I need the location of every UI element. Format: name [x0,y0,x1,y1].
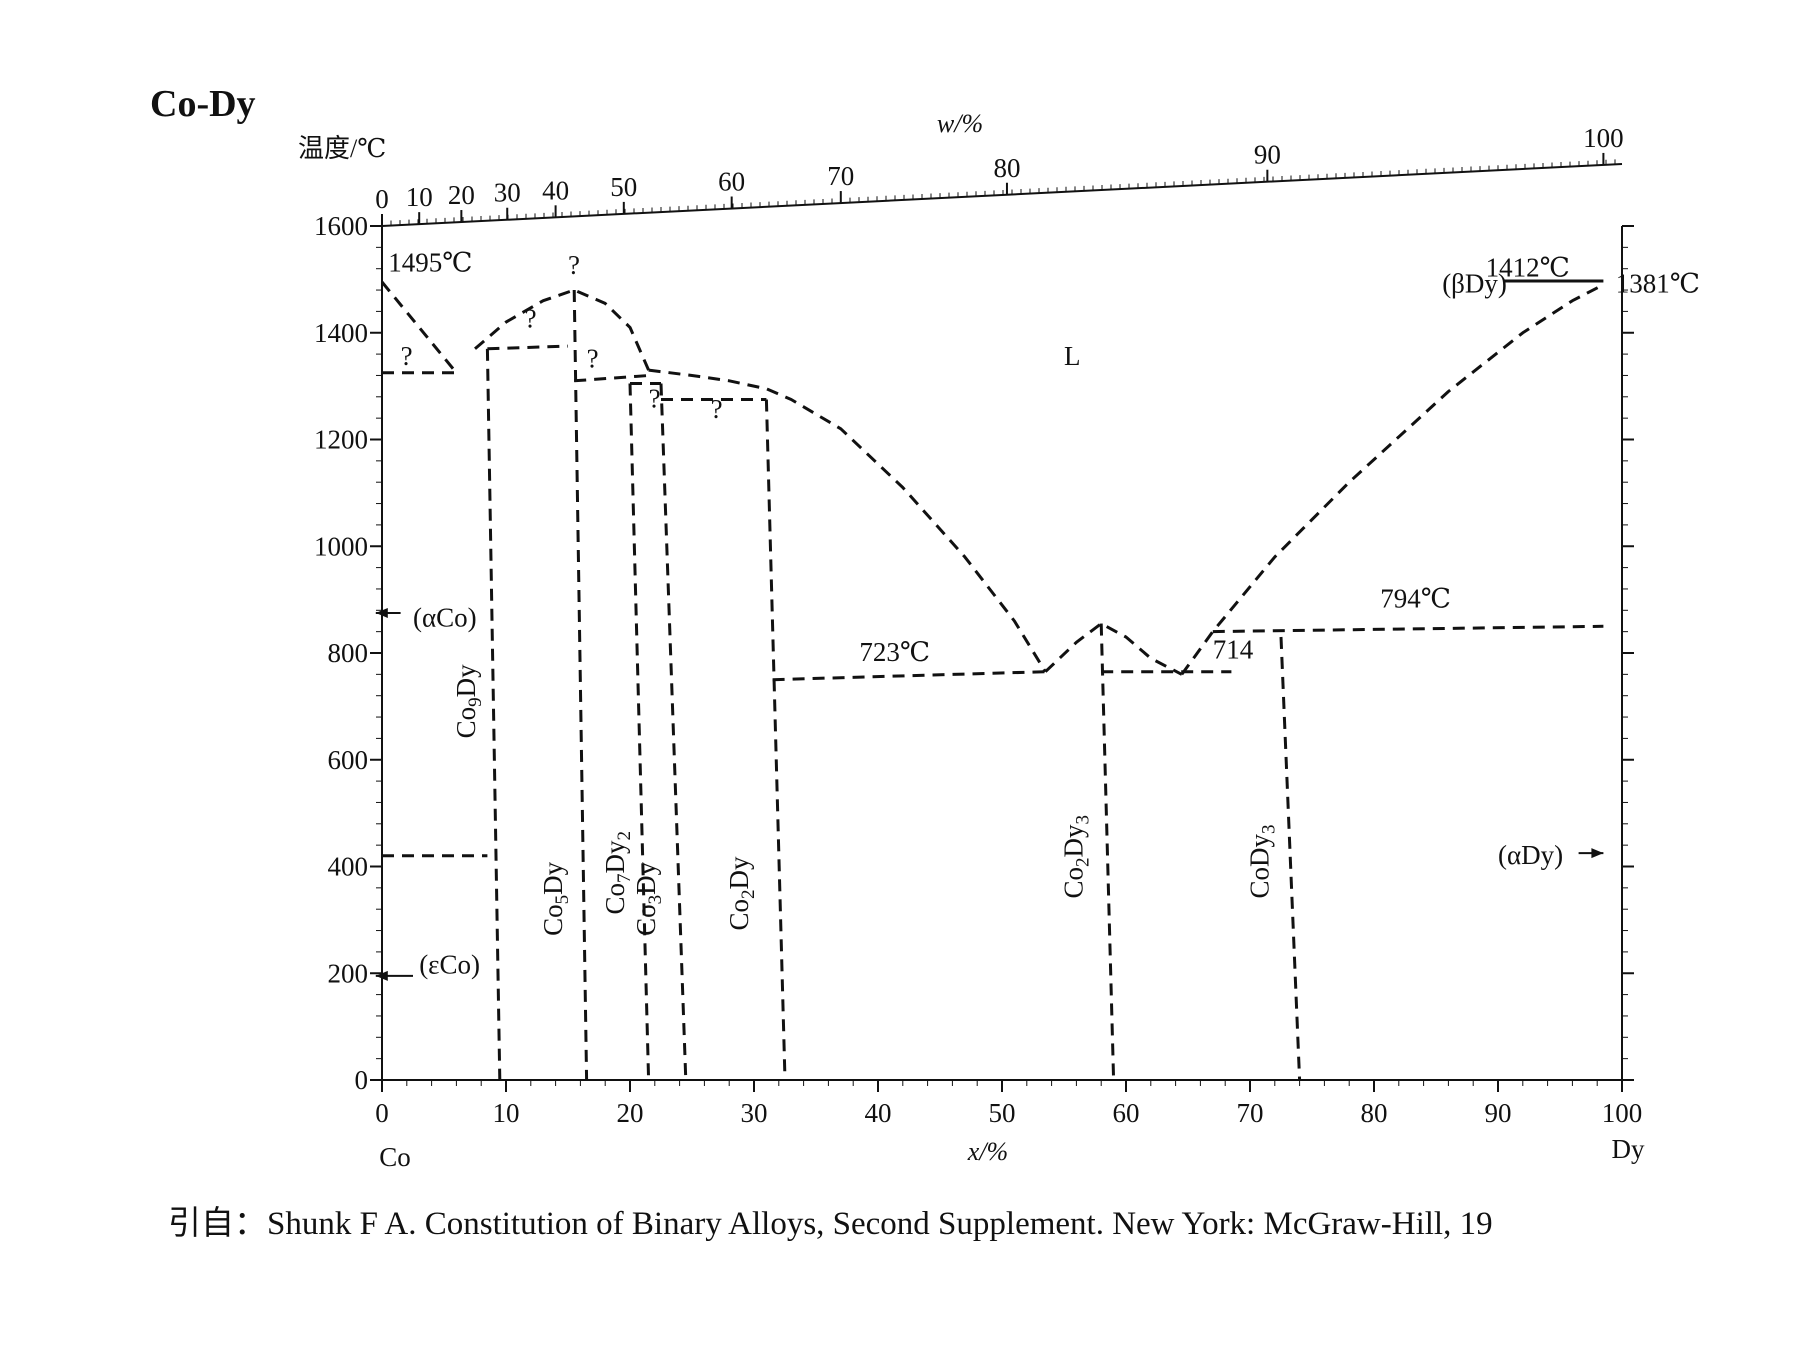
chart-labels: 1495℃ 1412℃(βDy) 1381℃ L????? ? (αCo) (εCo) 723… [375,247,1700,981]
x-tick-label: 70 [1237,1098,1264,1128]
phase-boundary-5 [1180,283,1605,676]
y-tick-label: 600 [328,745,369,775]
phase-boundaries [380,279,1605,1081]
x-tick-label: 100 [1602,1098,1643,1128]
axis-ticks: 0 10 20 30 40 50 60 70 80 90 100020040060080010001… [314,123,1642,1128]
compound-label: Co5Dy [538,861,573,936]
top-tick-label: 10 [406,182,433,212]
phase-boundary-19 [659,383,688,1081]
phase-boundary-18 [628,383,651,1081]
x-tick-label: 80 [1361,1098,1388,1128]
top-tick-label: 80 [993,153,1020,183]
top-tick-label: 20 [448,180,475,210]
phase-boundary-2 [474,288,650,371]
annotation-label: (αDy) [1498,840,1563,870]
y-axis-title: 温度/℃ [298,134,386,163]
compound-label: Co7Dy2 [600,831,635,915]
phase-boundary-17 [572,289,589,1081]
arrow-head [1591,848,1604,859]
top-tick-label: 90 [1254,140,1281,170]
annotation-label: ? [711,394,723,424]
y-tick-label: 1200 [314,425,368,455]
y-tick-label: 1000 [314,531,368,561]
annotation-label: ? [587,343,599,373]
phase-boundary-21 [1099,623,1116,1081]
x-tick-label: 60 [1113,1098,1140,1128]
top-axis-line [381,163,1623,227]
x-tick-label: 20 [617,1098,644,1128]
x-tick-label: 0 [375,1098,389,1128]
annotation-label: ? [649,383,661,413]
compound-label: Co2Dy [724,856,759,931]
y-tick-label: 800 [328,638,369,668]
x-tick-label: 10 [493,1098,520,1128]
phase-boundary-8 [487,344,569,351]
annotation-label: 1495℃ [388,247,472,277]
top-axis-title: w/% [937,109,983,138]
top-tick-label: 70 [827,161,854,191]
x-tick-label: 30 [741,1098,768,1128]
chart-title: Co-Dy [150,83,256,125]
x-left-end-label: Co [379,1142,411,1172]
top-tick-label: 40 [542,175,569,205]
annotation-label: ? [568,250,580,280]
y-tick-label: 1600 [314,211,368,241]
arrow-head [375,607,388,618]
annotation-label: (βDy) [1442,269,1507,299]
y-tick-label: 200 [328,958,369,988]
y-tick-label: 1400 [314,318,368,348]
annotation-label: (εCo) [419,949,480,979]
phase-boundary-3 [648,368,1047,673]
top-tick-label: 100 [1583,123,1624,153]
x-tick-label: 50 [989,1098,1016,1128]
plot-frame [381,163,1623,1081]
phase-boundary-14 [1212,624,1604,634]
compound-label: Co2Dy3 [1059,815,1094,899]
annotation-label: 1412℃ [1486,253,1570,283]
x-tick-label: 90 [1485,1098,1512,1128]
phase-boundary-16 [485,348,502,1081]
annotation-label: (αCo) [413,602,477,632]
top-tick-label: 30 [494,178,521,208]
compound-label: CoDy3 [1245,825,1280,899]
x-tick-label: 40 [865,1098,892,1128]
x-axis-title: x/% [967,1137,1008,1166]
annotation-label: 794℃ [1380,584,1451,614]
compound-label: Co9Dy [451,664,486,739]
phase-boundary-9 [574,374,649,383]
top-tick-label: 50 [610,172,637,202]
x-right-end-label: Dy [1612,1134,1645,1164]
annotation-label: 723℃ [859,637,930,667]
y-tick-label: 0 [355,1065,369,1095]
annotation-label: ? [401,341,413,371]
phase-boundary-12 [772,670,1046,682]
y-tick-label: 400 [328,852,369,882]
annotation-label: L [1064,341,1081,371]
annotation-label: 714 [1213,634,1254,664]
phase-boundary-1 [380,281,458,374]
source-citation: 引自：Shunk F A. Constitution of Binary All… [168,1206,1493,1242]
phase-boundary-22 [1279,636,1302,1081]
compound-label: Co3Dy [631,861,666,936]
annotation-label: 1381℃ [1616,269,1700,299]
phase-boundary-20 [764,399,787,1081]
phase-boundary-4 [1044,622,1183,676]
top-tick-label: 0 [375,184,389,214]
top-tick-label: 60 [718,167,745,197]
arrow-head [375,970,388,981]
annotation-label: ? [525,303,537,333]
